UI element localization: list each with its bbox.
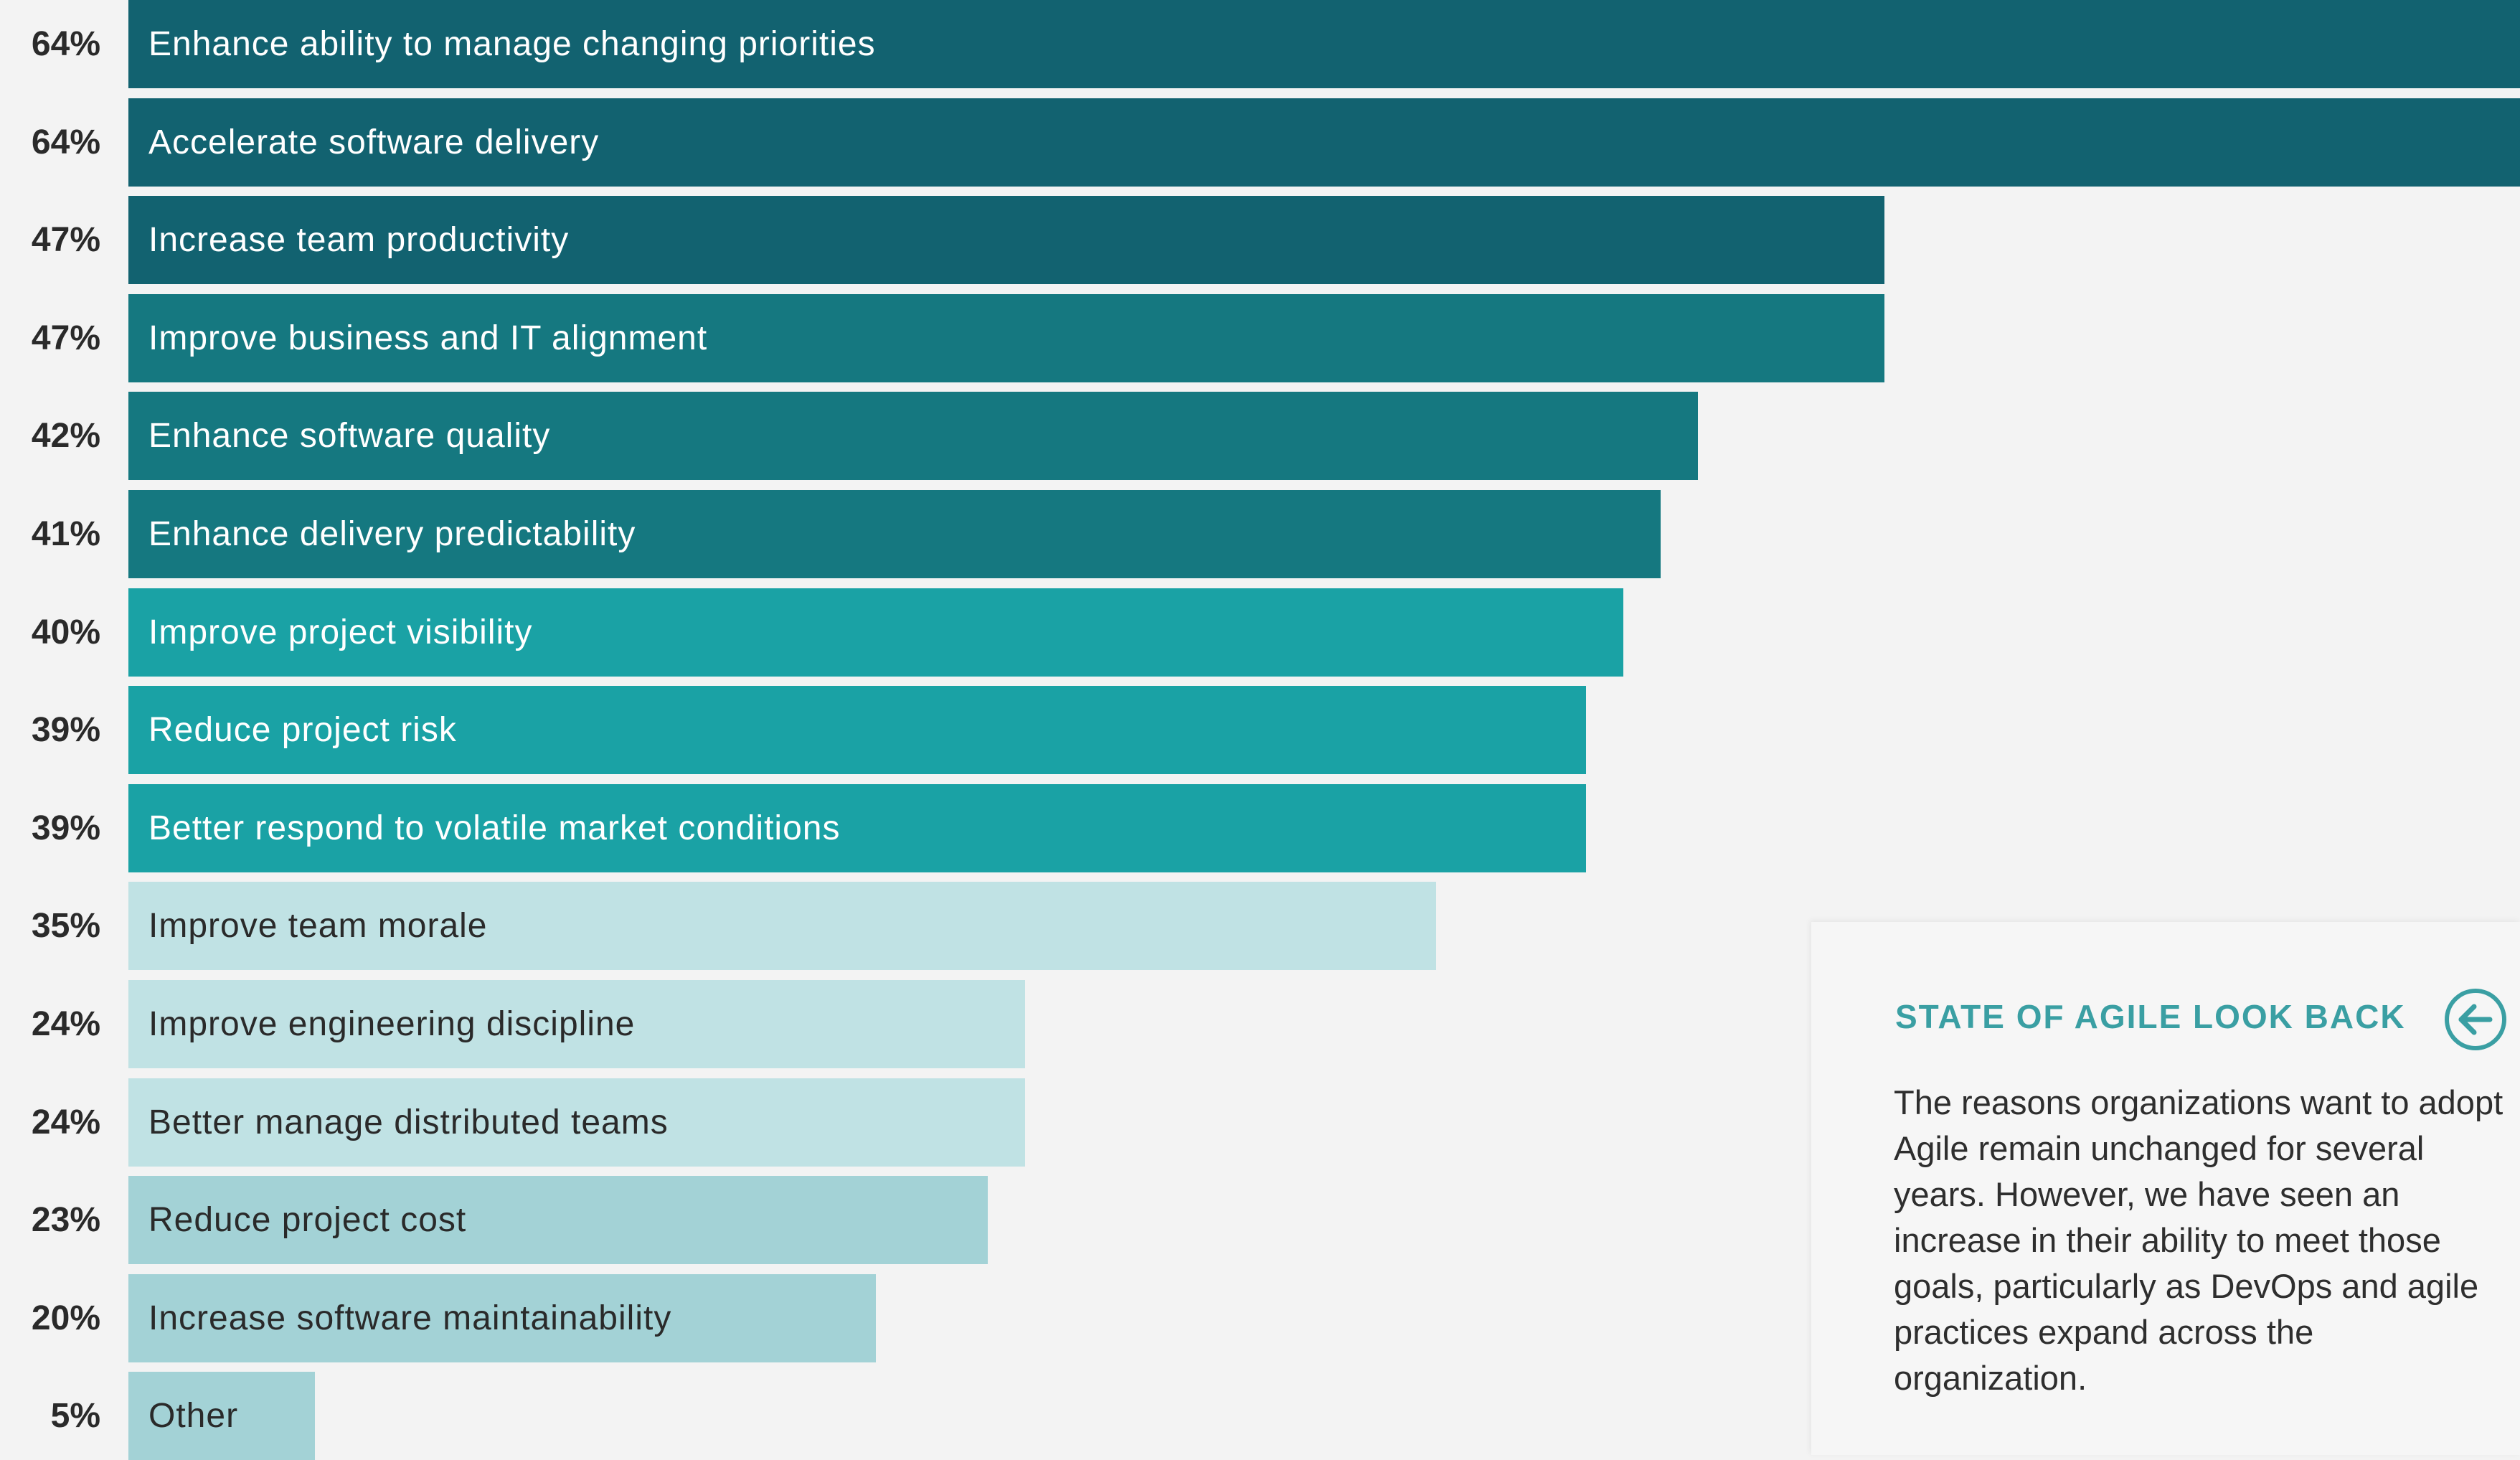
bar: Improve business and IT alignment [128,293,1885,382]
bar-row: 64% Accelerate software delivery [0,98,2520,187]
bar-category-label: Better respond to volatile market condit… [148,809,841,847]
bar: Increase team productivity [128,196,1885,285]
bar-row: 47% Increase team productivity [0,196,2520,285]
bar-value-label: 47% [31,221,100,260]
bar-row: 39% Reduce project risk [0,686,2520,775]
bar-value-label: 40% [31,613,100,651]
bar-category-label: Accelerate software delivery [148,123,600,161]
bar-value-label: 35% [31,907,100,946]
bar-value-label: 23% [31,1201,100,1240]
bar: Enhance ability to manage changing prior… [128,0,2520,88]
bar-category-label: Other [148,1397,239,1436]
bar: Reduce project risk [128,686,1586,775]
bar: Enhance software quality [128,392,1698,481]
bar-row: 20% Increase software maintainability [0,1273,2520,1362]
bar: Better respond to volatile market condit… [128,783,1586,872]
bar-category-label: Improve team morale [148,907,488,946]
bar-category-label: Enhance delivery predictability [148,515,636,553]
bar-value-label: 5% [50,1397,100,1436]
bar-value-label: 41% [31,515,100,553]
bar-row: 40% Improve project visibility [0,588,2520,677]
bar-value-label: 39% [31,809,100,847]
bar-value-label: 64% [31,25,100,63]
bar-row: 35% Improve team morale [0,882,2520,971]
look-back-body: The reasons organizations want to adopt … [1894,1083,2504,1397]
bar-category-label: Better manage distributed teams [148,1103,669,1141]
bar: Improve engineering discipline [128,980,1026,1068]
bar-category-label: Reduce project cost [148,1201,467,1240]
bar-category-label: Increase software maintainability [148,1299,672,1337]
bar-category-label: Improve business and IT alignment [148,319,708,357]
bar-row: 39% Better respond to volatile market con… [0,783,2520,872]
bar-row: 64% Enhance ability to manage changing pr… [0,0,2520,88]
bar-category-label: Reduce project risk [148,711,457,750]
bar-value-label: 20% [31,1299,100,1337]
bar-value-label: 24% [31,1005,100,1043]
arrow-left-circle-icon[interactable] [2443,986,2509,1052]
bar-value-label: 47% [31,319,100,357]
look-back-panel: STATE OF AGILE LOOK BACK The reasons org… [1811,922,2520,1455]
bar-row: 5% Other [0,1372,2520,1460]
bar-value-label: 24% [31,1103,100,1141]
bar: Enhance delivery predictability [128,490,1661,578]
bar-row: 47% Improve business and IT alignment [0,293,2520,382]
bar: Improve team morale [128,882,1437,971]
bar-category-label: Improve project visibility [148,613,533,651]
bar: Improve project visibility [128,588,1623,677]
bar: Other [128,1372,316,1460]
bar: Accelerate software delivery [128,98,2520,187]
look-back-title: STATE OF AGILE LOOK BACK [1895,998,2406,1035]
bar-category-label: Enhance software quality [148,417,551,456]
bar-row: 24% Improve engineering discipline [0,980,2520,1068]
bar-category-label: Increase team productivity [148,221,570,260]
bar-value-label: 39% [31,711,100,750]
bar: Increase software maintainability [128,1273,876,1362]
bar-value-label: 64% [31,123,100,161]
bar-row: 41% Enhance delivery predictability [0,490,2520,578]
bar-row: 42% Enhance software quality [0,392,2520,481]
bar: Reduce project cost [128,1176,988,1265]
bar-category-label: Improve engineering discipline [148,1005,636,1043]
bar: Better manage distributed teams [128,1078,1026,1167]
bar-row: 23% Reduce project cost [0,1176,2520,1265]
bar-value-label: 42% [31,417,100,456]
bar-category-label: Enhance ability to manage changing prior… [148,25,876,63]
bar-row: 24% Better manage distributed teams [0,1078,2520,1167]
